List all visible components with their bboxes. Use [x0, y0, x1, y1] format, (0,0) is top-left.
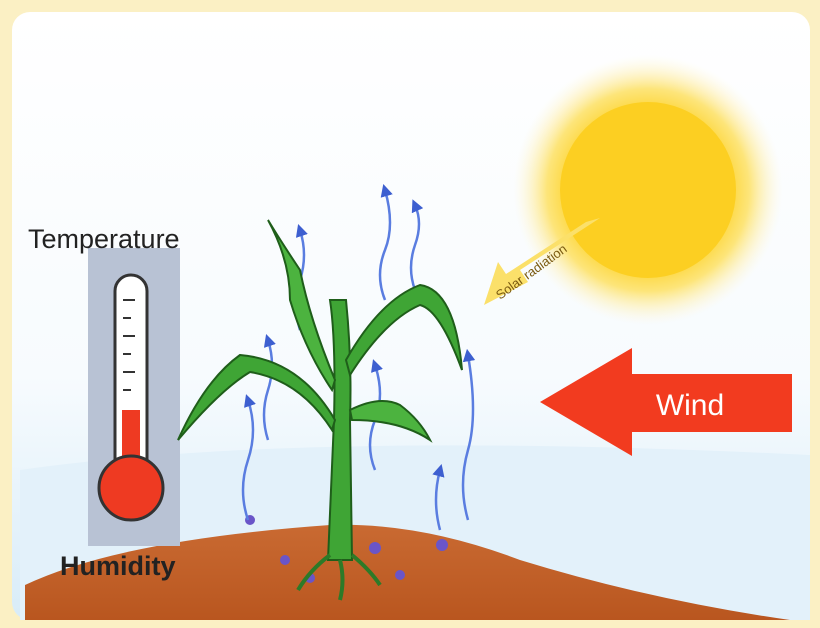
humidity-label: Humidity	[60, 551, 176, 581]
vapor-arrows	[241, 183, 476, 531]
thermo-scale	[123, 299, 135, 391]
solar-arrow	[484, 218, 600, 305]
plant	[177, 219, 463, 601]
temperature-label: Temperature	[28, 224, 180, 254]
wind-arrow	[540, 348, 792, 456]
wind-label: Wind	[656, 389, 724, 422]
ground	[25, 524, 790, 620]
thermo-bulb	[97, 454, 165, 522]
sun	[560, 102, 736, 278]
